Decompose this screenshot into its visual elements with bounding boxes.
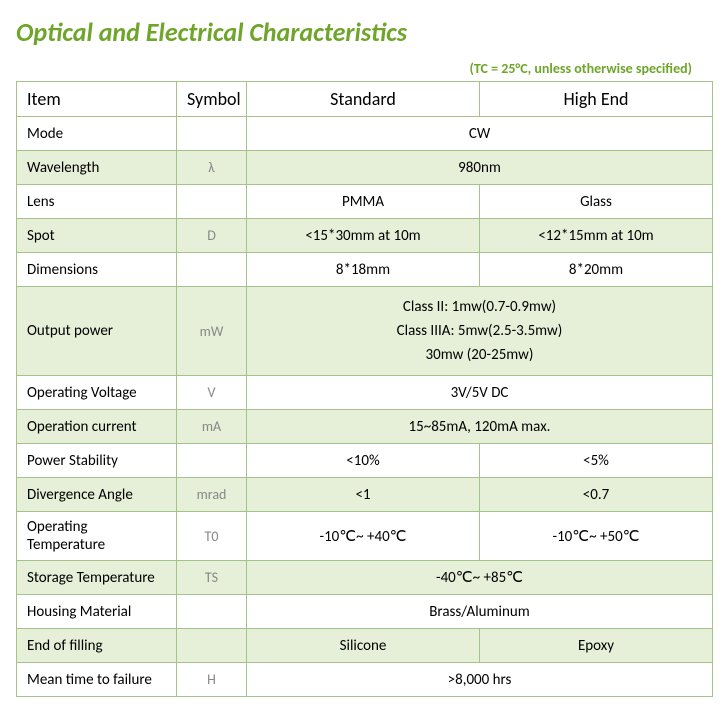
cell-standard: <10% bbox=[247, 444, 480, 478]
cell-value-merged: >8,000 hrs bbox=[247, 663, 713, 697]
col-symbol: Symbol bbox=[177, 82, 247, 117]
cell-standard: -10℃~ +40℃ bbox=[247, 512, 480, 561]
cell-highend: 8*20mm bbox=[480, 253, 713, 287]
conditions-note: (TC = 25°C, unless otherwise specified) bbox=[16, 60, 692, 77]
cell-standard: Silicone bbox=[247, 629, 480, 663]
cell-value-merged: -40℃~ +85℃ bbox=[247, 561, 713, 595]
cell-item: Power Stability bbox=[17, 444, 177, 478]
cell-item: Output power bbox=[17, 287, 177, 376]
table-row: Mode CW bbox=[17, 117, 713, 151]
cell-item: Operation current bbox=[17, 410, 177, 444]
cell-item: Housing Material bbox=[17, 595, 177, 629]
cell-symbol: mrad bbox=[177, 478, 247, 512]
table-row: Divergence Anglemrad<1<0.7 bbox=[17, 478, 713, 512]
cell-value-merged: CW bbox=[247, 117, 713, 151]
cell-item: Mean time to failure bbox=[17, 663, 177, 697]
table-row: Housing Material Brass/Aluminum bbox=[17, 595, 713, 629]
cell-item: End of filling bbox=[17, 629, 177, 663]
table-row: Output powermWClass II: 1mw(0.7-0.9mw)Cl… bbox=[17, 287, 713, 376]
cell-value-merged: 3V/5V DC bbox=[247, 376, 713, 410]
table-row: End of filling SiliconeEpoxy bbox=[17, 629, 713, 663]
cell-symbol: mW bbox=[177, 287, 247, 376]
cell-symbol: V bbox=[177, 376, 247, 410]
cell-symbol bbox=[177, 117, 247, 151]
cell-item: Storage Temperature bbox=[17, 561, 177, 595]
table-row: Operating VoltageV3V/5V DC bbox=[17, 376, 713, 410]
table-row: Operating TemperatureT0-10℃~ +40℃-10℃~ +… bbox=[17, 512, 713, 561]
cell-symbol: T0 bbox=[177, 512, 247, 561]
col-standard: Standard bbox=[247, 82, 480, 117]
cell-item: Operating Temperature bbox=[17, 512, 177, 561]
cell-item: Dimensions bbox=[17, 253, 177, 287]
header-row: Item Symbol Standard High End bbox=[17, 82, 713, 117]
cell-symbol: D bbox=[177, 219, 247, 253]
cell-item: Divergence Angle bbox=[17, 478, 177, 512]
table-row: Mean time to failureH>8,000 hrs bbox=[17, 663, 713, 697]
cell-highend: <5% bbox=[480, 444, 713, 478]
cell-item: Wavelength bbox=[17, 151, 177, 185]
cell-standard: PMMA bbox=[247, 185, 480, 219]
cell-symbol: mA bbox=[177, 410, 247, 444]
table-row: Operation currentmA15~85mA, 120mA max. bbox=[17, 410, 713, 444]
table-row: Wavelengthλ980nm bbox=[17, 151, 713, 185]
cell-value-merged: Brass/Aluminum bbox=[247, 595, 713, 629]
table-row: Lens PMMAGlass bbox=[17, 185, 713, 219]
cell-highend: Glass bbox=[480, 185, 713, 219]
cell-highend: Epoxy bbox=[480, 629, 713, 663]
cell-standard: 8*18mm bbox=[247, 253, 480, 287]
cell-symbol bbox=[177, 185, 247, 219]
cell-symbol bbox=[177, 444, 247, 478]
cell-standard: <15*30mm at 10m bbox=[247, 219, 480, 253]
cell-symbol: λ bbox=[177, 151, 247, 185]
cell-symbol bbox=[177, 595, 247, 629]
cell-item: Operating Voltage bbox=[17, 376, 177, 410]
cell-item: Lens bbox=[17, 185, 177, 219]
cell-value-merged: 15~85mA, 120mA max. bbox=[247, 410, 713, 444]
cell-symbol bbox=[177, 253, 247, 287]
page-title: Optical and Electrical Characteristics bbox=[16, 16, 712, 48]
cell-value-merged: Class II: 1mw(0.7-0.9mw)Class IIIA: 5mw(… bbox=[247, 287, 713, 376]
cell-item: Mode bbox=[17, 117, 177, 151]
cell-value-merged: 980nm bbox=[247, 151, 713, 185]
cell-highend: -10℃~ +50℃ bbox=[480, 512, 713, 561]
table-row: SpotD<15*30mm at 10m<12*15mm at 10m bbox=[17, 219, 713, 253]
cell-standard: <1 bbox=[247, 478, 480, 512]
table-row: Power Stability <10%<5% bbox=[17, 444, 713, 478]
col-highend: High End bbox=[480, 82, 713, 117]
table-row: Storage TemperatureTS-40℃~ +85℃ bbox=[17, 561, 713, 595]
table-row: Dimensions 8*18mm8*20mm bbox=[17, 253, 713, 287]
cell-highend: <0.7 bbox=[480, 478, 713, 512]
spec-table: Item Symbol Standard High End ModeCWWave… bbox=[16, 81, 713, 697]
cell-item: Spot bbox=[17, 219, 177, 253]
cell-symbol: H bbox=[177, 663, 247, 697]
cell-symbol bbox=[177, 629, 247, 663]
cell-symbol: TS bbox=[177, 561, 247, 595]
col-item: Item bbox=[17, 82, 177, 117]
cell-highend: <12*15mm at 10m bbox=[480, 219, 713, 253]
